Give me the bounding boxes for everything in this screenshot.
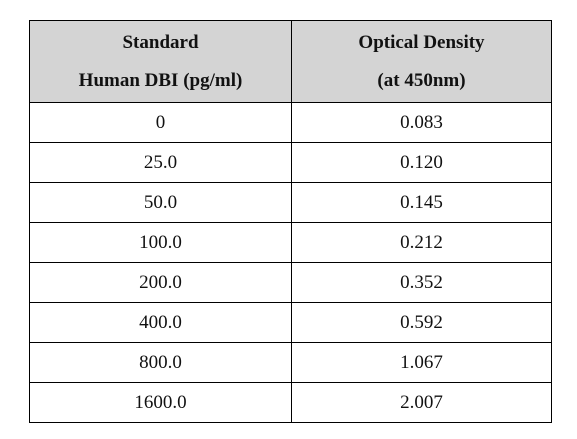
concentration-cell: 100.0: [29, 222, 292, 263]
concentration-cell: 50.0: [29, 182, 292, 223]
concentration-cell: 1600.0: [29, 382, 292, 423]
table-row: 800.0 1.067: [29, 342, 552, 383]
header-line: Human DBI (pg/ml): [78, 69, 243, 91]
optical-density-cell: 0.145: [291, 182, 552, 223]
concentration-cell: 800.0: [29, 342, 292, 383]
table-row: 100.0 0.212: [29, 222, 552, 263]
optical-density-cell: 0.120: [291, 142, 552, 183]
table-body: 0 0.083 25.0 0.120 50.0 0.145 100.0 0.21…: [29, 102, 552, 423]
concentration-cell: 200.0: [29, 262, 292, 303]
table-row: 25.0 0.120: [29, 142, 552, 183]
optical-density-cell: 0.592: [291, 302, 552, 343]
optical-density-cell: 0.212: [291, 222, 552, 263]
optical-density-cell: 0.352: [291, 262, 552, 303]
concentration-cell: 400.0: [29, 302, 292, 343]
concentration-cell: 0: [29, 102, 292, 143]
table-row: 1600.0 2.007: [29, 382, 552, 423]
table-row: 0 0.083: [29, 102, 552, 143]
table-header: Standard Human DBI (pg/ml) Optical Densi…: [29, 20, 552, 103]
header-line: Optical Density: [358, 31, 485, 53]
table-row: 50.0 0.145: [29, 182, 552, 223]
header-line: Standard: [122, 31, 199, 53]
concentration-cell: 25.0: [29, 142, 292, 183]
table-row: 200.0 0.352: [29, 262, 552, 303]
header-optical-density: Optical Density (at 450nm): [291, 20, 552, 103]
table-row: 400.0 0.592: [29, 302, 552, 343]
optical-density-cell: 2.007: [291, 382, 552, 423]
header-standard-concentration: Standard Human DBI (pg/ml): [29, 20, 292, 103]
header-row: Standard Human DBI (pg/ml) Optical Densi…: [29, 20, 552, 103]
optical-density-cell: 0.083: [291, 102, 552, 143]
optical-density-cell: 1.067: [291, 342, 552, 383]
standard-curve-table: Standard Human DBI (pg/ml) Optical Densi…: [29, 20, 552, 423]
header-line: (at 450nm): [377, 69, 466, 91]
